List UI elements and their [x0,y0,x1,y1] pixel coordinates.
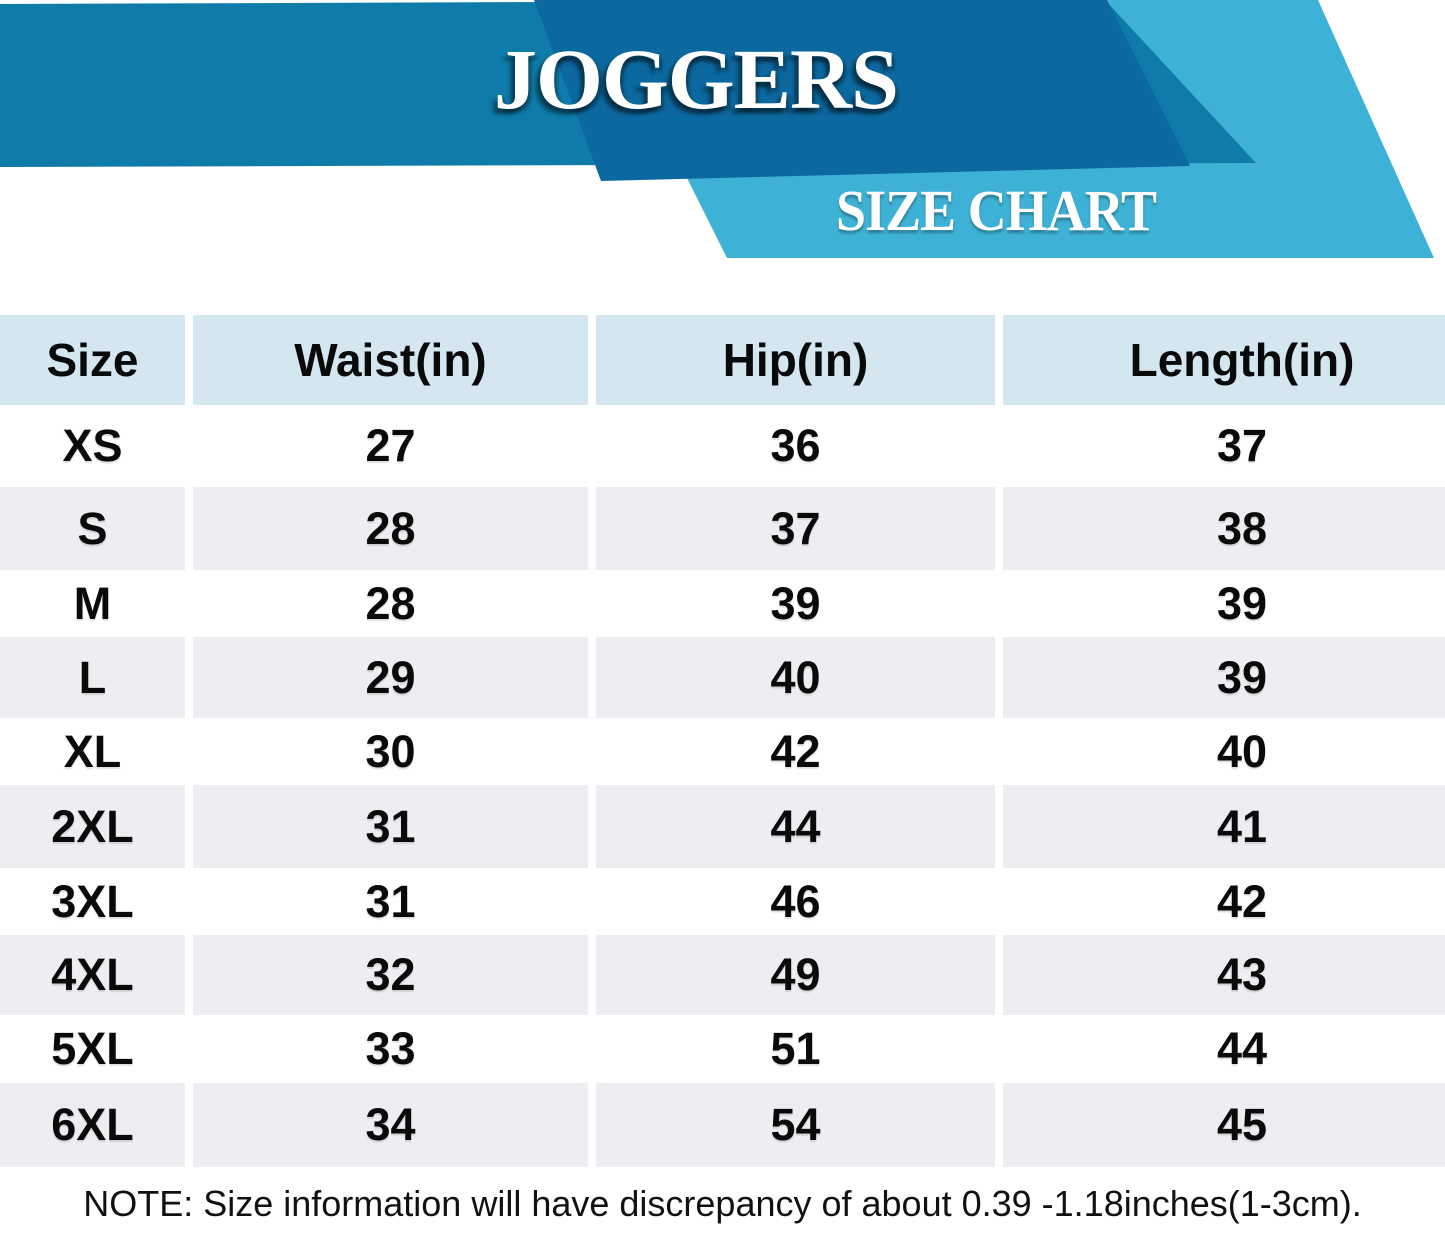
column-header-hip: Hip(in) [596,315,995,405]
row-6xl-hip: 54 [596,1083,995,1167]
row-2xl-size: 2XL [0,785,185,868]
row-3xl-hip: 46 [596,868,995,935]
size-note: NOTE: Size information will have discrep… [83,1183,1362,1224]
row-5xl-size: 5XL [0,1015,185,1083]
row-s-hip: 37 [596,487,995,570]
row-s-waist: 28 [193,487,588,570]
row-4xl-length: 43 [1003,935,1445,1015]
row-s-length: 38 [1003,487,1445,570]
row-xs-waist: 27 [193,405,588,487]
row-xs-length: 37 [1003,405,1445,487]
row-l-length: 39 [1003,637,1445,718]
row-m-hip: 39 [596,570,995,637]
row-s-size: S [0,487,185,570]
column-header-length: Length(in) [1003,315,1445,405]
row-xl-size: XL [0,718,185,785]
row-6xl-length: 45 [1003,1083,1445,1167]
row-m-waist: 28 [193,570,588,637]
row-xs-hip: 36 [596,405,995,487]
row-xs-size: XS [0,405,185,487]
column-header-waist: Waist(in) [193,315,588,405]
row-l-hip: 40 [596,637,995,718]
row-m-size: M [0,570,185,637]
row-xl-length: 40 [1003,718,1445,785]
row-4xl-waist: 32 [193,935,588,1015]
row-5xl-length: 44 [1003,1015,1445,1083]
row-3xl-waist: 31 [193,868,588,935]
column-header-size: Size [0,315,185,405]
row-2xl-waist: 31 [193,785,588,868]
page-subtitle: SIZE CHART [836,178,1157,243]
row-3xl-size: 3XL [0,868,185,935]
banner-shape-dark [534,0,1190,181]
row-6xl-size: 6XL [0,1083,185,1167]
header-banner: JOGGERS SIZE CHART [0,0,1445,300]
row-4xl-size: 4XL [0,935,185,1015]
row-xl-waist: 30 [193,718,588,785]
row-l-size: L [0,637,185,718]
row-5xl-waist: 33 [193,1015,588,1083]
row-2xl-length: 41 [1003,785,1445,868]
row-4xl-hip: 49 [596,935,995,1015]
row-5xl-hip: 51 [596,1015,995,1083]
page-title: JOGGERS [494,31,899,127]
row-2xl-hip: 44 [596,785,995,868]
row-l-waist: 29 [193,637,588,718]
size-chart-table: Size Waist(in) Hip(in) Length(in) XS 27 … [0,315,1445,1167]
row-3xl-length: 42 [1003,868,1445,935]
row-6xl-waist: 34 [193,1083,588,1167]
row-m-length: 39 [1003,570,1445,637]
row-xl-hip: 42 [596,718,995,785]
